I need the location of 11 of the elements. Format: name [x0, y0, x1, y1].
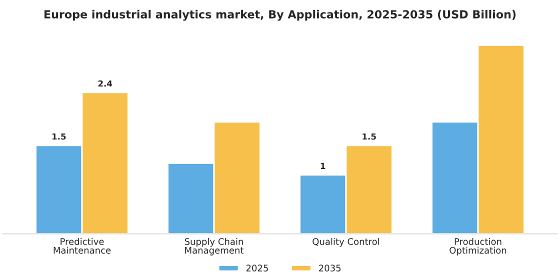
legend-label: 2035	[319, 264, 341, 272]
chart-title: Europe industrial analytics market, By Application, 2025-2035 (USD Billion)	[44, 10, 516, 21]
x-tick-label: Supply Chain Management	[184, 238, 244, 256]
x-tick-label: Predictive Maintenance	[54, 238, 111, 254]
data-label: 1.5	[52, 133, 66, 140]
data-label: 1.5	[362, 133, 376, 140]
data-label: 1	[320, 162, 326, 170]
x-tick-label: Production Optimization	[450, 238, 506, 256]
legend-label: 2025	[246, 264, 268, 272]
x-tick-label: Quality Control	[312, 238, 380, 247]
data-label: 2.4	[98, 80, 112, 87]
